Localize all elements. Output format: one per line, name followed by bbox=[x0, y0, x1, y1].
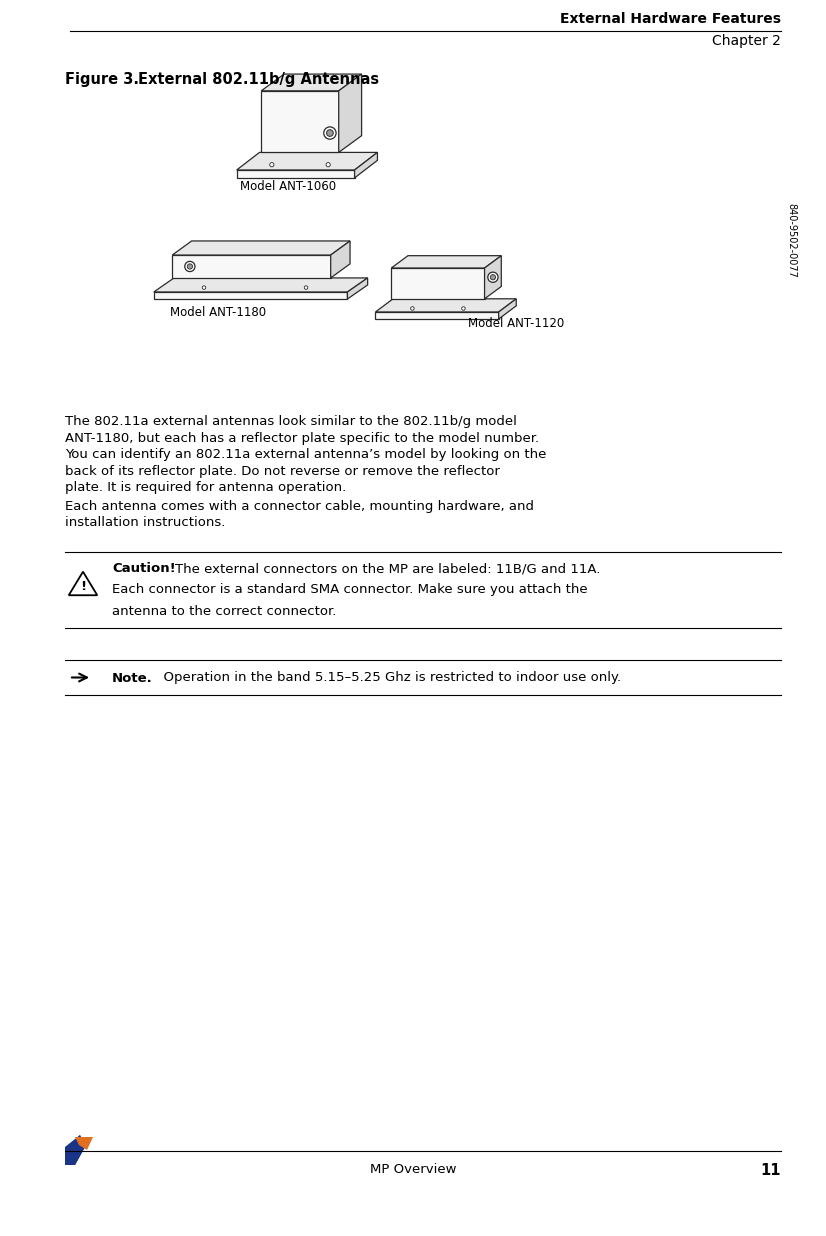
Polygon shape bbox=[173, 255, 330, 278]
Polygon shape bbox=[70, 1135, 85, 1166]
Polygon shape bbox=[348, 278, 368, 299]
Polygon shape bbox=[354, 152, 377, 178]
Circle shape bbox=[491, 274, 496, 279]
Text: External 802.11b/g Antennas: External 802.11b/g Antennas bbox=[138, 72, 379, 87]
Polygon shape bbox=[236, 171, 354, 178]
Polygon shape bbox=[499, 299, 516, 319]
Polygon shape bbox=[154, 292, 348, 299]
Circle shape bbox=[326, 163, 330, 167]
Text: antenna to the correct connector.: antenna to the correct connector. bbox=[112, 604, 336, 618]
Polygon shape bbox=[154, 278, 368, 292]
Text: Caution!: Caution! bbox=[112, 562, 176, 575]
Text: Model ANT-1120: Model ANT-1120 bbox=[468, 316, 564, 330]
Circle shape bbox=[324, 127, 336, 140]
Circle shape bbox=[326, 130, 333, 136]
Text: The external connectors on the MP are labeled: 11B/G and 11A.: The external connectors on the MP are la… bbox=[175, 562, 601, 575]
Circle shape bbox=[270, 163, 274, 167]
Text: !: ! bbox=[80, 581, 86, 593]
Text: Operation in the band 5.15–5.25 Ghz is restricted to indoor use only.: Operation in the band 5.15–5.25 Ghz is r… bbox=[155, 671, 621, 685]
Polygon shape bbox=[376, 299, 516, 311]
Text: Each antenna comes with a connector cable, mounting hardware, and
installation i: Each antenna comes with a connector cabl… bbox=[65, 501, 534, 529]
FancyArrowPatch shape bbox=[72, 674, 87, 681]
Polygon shape bbox=[339, 74, 362, 152]
Polygon shape bbox=[376, 311, 499, 319]
Polygon shape bbox=[261, 90, 339, 152]
Text: Chapter 2: Chapter 2 bbox=[712, 35, 781, 48]
Circle shape bbox=[202, 286, 206, 289]
Circle shape bbox=[488, 272, 498, 282]
Circle shape bbox=[462, 307, 465, 310]
Polygon shape bbox=[236, 152, 377, 171]
Circle shape bbox=[185, 261, 195, 272]
Text: 11: 11 bbox=[761, 1163, 781, 1178]
Circle shape bbox=[304, 286, 308, 289]
Text: Note.: Note. bbox=[112, 671, 153, 685]
Polygon shape bbox=[330, 241, 350, 278]
Text: Figure 3.: Figure 3. bbox=[65, 72, 139, 87]
Polygon shape bbox=[69, 572, 97, 596]
Text: Each connector is a standard SMA connector. Make sure you attach the: Each connector is a standard SMA connect… bbox=[112, 583, 587, 597]
Text: Model ANT-1180: Model ANT-1180 bbox=[170, 307, 266, 319]
Polygon shape bbox=[392, 268, 485, 299]
Polygon shape bbox=[65, 1135, 85, 1166]
Circle shape bbox=[188, 263, 192, 269]
Polygon shape bbox=[261, 74, 362, 90]
Polygon shape bbox=[173, 241, 350, 255]
Text: MP Overview: MP Overview bbox=[370, 1163, 456, 1175]
Polygon shape bbox=[485, 256, 501, 299]
Text: Model ANT-1060: Model ANT-1060 bbox=[240, 180, 336, 193]
Polygon shape bbox=[392, 256, 501, 268]
Circle shape bbox=[411, 307, 414, 310]
Text: External Hardware Features: External Hardware Features bbox=[560, 12, 781, 26]
Text: The 802.11a external antennas look similar to the 802.11b/g model
ANT-1180, but : The 802.11a external antennas look simil… bbox=[65, 415, 546, 494]
Text: 840-9502-0077: 840-9502-0077 bbox=[786, 203, 796, 277]
Polygon shape bbox=[75, 1137, 93, 1149]
